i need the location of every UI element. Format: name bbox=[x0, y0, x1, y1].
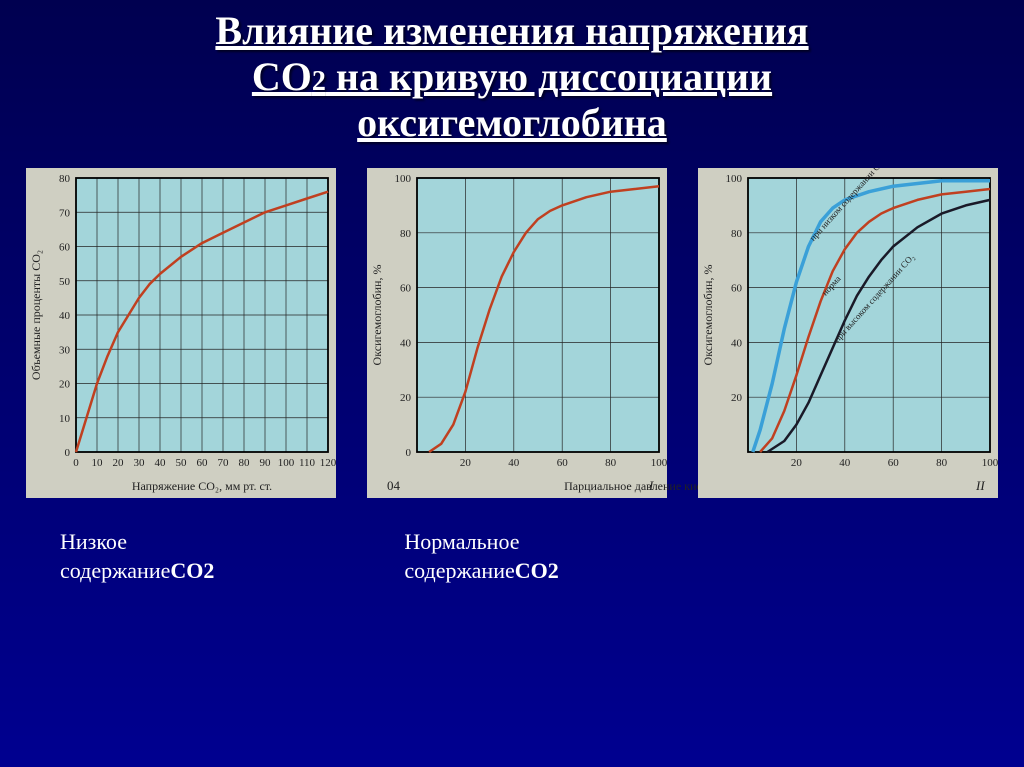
svg-text:60: 60 bbox=[557, 457, 569, 469]
caption-low-co2: Низкое содержаниеСО2 bbox=[60, 528, 214, 585]
svg-text:90: 90 bbox=[259, 457, 271, 469]
svg-text:0: 0 bbox=[73, 457, 79, 469]
caption1-line1: Низкое bbox=[60, 529, 127, 554]
chart-2: 20 40 60 80 100 0 20 40 60 80 100 Оксигемоглобин, %… bbox=[367, 168, 667, 498]
svg-text:50: 50 bbox=[175, 457, 187, 469]
svg-text:40: 40 bbox=[508, 457, 520, 469]
title-line1: Влияние изменения напряжения bbox=[215, 8, 808, 53]
svg-text:110: 110 bbox=[299, 457, 316, 469]
svg-text:10: 10 bbox=[59, 413, 71, 425]
svg-text:100: 100 bbox=[394, 173, 411, 185]
title-sub: 2 bbox=[312, 66, 326, 97]
svg-text:04: 04 bbox=[387, 478, 401, 493]
svg-text:0: 0 bbox=[64, 447, 70, 459]
svg-text:10: 10 bbox=[91, 457, 103, 469]
chart-1: 0 10 20 30 40 50 60 70 80 90 100 110120 0 10 20 30 40 50 6… bbox=[26, 168, 336, 498]
caption1-line2: содержание bbox=[60, 558, 170, 583]
svg-text:40: 40 bbox=[59, 310, 71, 322]
svg-text:80: 80 bbox=[400, 228, 412, 240]
svg-text:20: 20 bbox=[400, 392, 412, 404]
caption2-line2: содержание bbox=[404, 558, 514, 583]
svg-text:100: 100 bbox=[726, 173, 743, 185]
caption1-bold: СО2 bbox=[170, 558, 214, 583]
svg-text:80: 80 bbox=[59, 173, 71, 185]
caption2-line1: Нормальное bbox=[404, 529, 519, 554]
slide-title: Влияние изменения напряжения СО2 на крив… bbox=[0, 0, 1024, 158]
svg-text:20: 20 bbox=[112, 457, 124, 469]
svg-text:60: 60 bbox=[731, 283, 743, 295]
svg-text:80: 80 bbox=[605, 457, 617, 469]
svg-text:80: 80 bbox=[731, 228, 743, 240]
svg-text:40: 40 bbox=[731, 337, 743, 349]
title-line2a: СО bbox=[252, 54, 312, 99]
title-line3: оксигемоглобина bbox=[357, 100, 667, 145]
svg-text:Оксигемоглобин, %: Оксигемоглобин, % bbox=[701, 265, 715, 366]
svg-text:40: 40 bbox=[840, 457, 852, 469]
svg-text:120: 120 bbox=[319, 457, 335, 469]
captions-row: Низкое содержаниеСО2 Нормальное содержан… bbox=[0, 498, 1024, 585]
svg-text:0: 0 bbox=[405, 447, 411, 459]
svg-text:50: 50 bbox=[59, 276, 71, 288]
svg-text:70: 70 bbox=[217, 457, 229, 469]
svg-text:60: 60 bbox=[888, 457, 900, 469]
svg-text:80: 80 bbox=[936, 457, 948, 469]
charts-row: 0 10 20 30 40 50 60 70 80 90 100 110120 0 10 20 30 40 50 6… bbox=[0, 158, 1024, 498]
svg-text:40: 40 bbox=[154, 457, 166, 469]
svg-text:100: 100 bbox=[651, 457, 668, 469]
svg-text:II: II bbox=[975, 478, 985, 493]
svg-text:Оксигемоглобин, %: Оксигемоглобин, % bbox=[370, 265, 384, 366]
svg-text:20: 20 bbox=[731, 392, 743, 404]
caption2-bold: СО2 bbox=[515, 558, 559, 583]
svg-text:30: 30 bbox=[133, 457, 145, 469]
svg-text:Напряжение СО₂, мм рт. ст.: Напряжение СО₂, мм рт. ст. bbox=[132, 479, 272, 493]
chart-3: 20 40 60 80 100 20 40 60 80 100 Оксигемоглобин, % I… bbox=[698, 168, 998, 498]
svg-text:60: 60 bbox=[196, 457, 208, 469]
svg-text:20: 20 bbox=[460, 457, 472, 469]
svg-text:100: 100 bbox=[277, 457, 294, 469]
svg-text:30: 30 bbox=[59, 344, 71, 356]
svg-text:60: 60 bbox=[59, 242, 71, 254]
caption-normal-co2: Нормальное содержаниеСО2 bbox=[404, 528, 558, 585]
svg-text:100: 100 bbox=[982, 457, 998, 469]
svg-text:20: 20 bbox=[791, 457, 803, 469]
svg-text:20: 20 bbox=[59, 379, 71, 391]
svg-text:80: 80 bbox=[238, 457, 250, 469]
svg-text:60: 60 bbox=[400, 283, 412, 295]
title-line2b: на кривую диссоциации bbox=[326, 54, 772, 99]
svg-text:70: 70 bbox=[59, 207, 71, 219]
svg-text:Объемные проценты СО₂: Объемные проценты СО₂ bbox=[29, 250, 43, 380]
svg-text:40: 40 bbox=[400, 337, 412, 349]
